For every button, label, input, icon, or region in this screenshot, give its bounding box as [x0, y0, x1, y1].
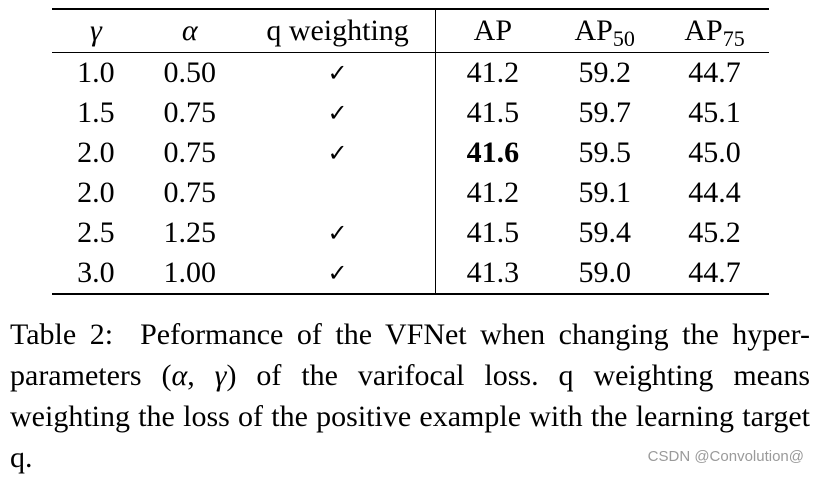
- table-row: 2.5 1.25 ✓ 41.5 59.4 45.2: [52, 213, 769, 253]
- header-ap: AP: [473, 14, 513, 47]
- cell-ap: 41.5: [466, 216, 520, 249]
- cell-q-weighting-check-icon: ✓: [239, 52, 437, 93]
- cell-alpha: 0.50: [163, 56, 217, 89]
- table-row: 2.0 0.75 41.2 59.1 44.4: [52, 173, 769, 213]
- cell-alpha: 0.75: [163, 96, 217, 129]
- table-caption: Table 2: Peformance of the VFNet when ch…: [10, 314, 810, 478]
- cell-q-weighting-check-icon: ✓: [239, 253, 437, 294]
- cell-ap50: 59.4: [578, 216, 631, 249]
- cell-gamma: 1.5: [77, 96, 115, 129]
- cell-ap75: 44.7: [688, 56, 741, 89]
- cell-ap: 41.2: [466, 56, 520, 89]
- cell-gamma: 2.0: [77, 136, 115, 169]
- cell-ap75: 44.4: [688, 176, 741, 209]
- cell-q-weighting-check-icon: ✓: [239, 213, 437, 253]
- cell-ap75: 45.2: [688, 216, 741, 249]
- cell-alpha: 1.25: [163, 216, 217, 249]
- caption-gamma: γ: [214, 359, 227, 392]
- cell-ap: 41.2: [466, 176, 520, 209]
- table-row: 1.0 0.50 ✓ 41.2 59.2 44.7: [52, 52, 769, 93]
- cell-ap: 41.5: [466, 96, 520, 129]
- cell-gamma: 2.0: [77, 176, 115, 209]
- header-ap75-sub: 75: [722, 26, 745, 51]
- caption-alpha: α: [171, 359, 188, 392]
- header-q-weighting: q weighting: [239, 9, 437, 53]
- cell-gamma: 1.0: [77, 56, 115, 89]
- table-row: 2.0 0.75 ✓ 41.6 59.5 45.0: [52, 133, 769, 173]
- cell-ap75: 44.7: [688, 256, 741, 289]
- header-ap75-base: AP: [684, 14, 723, 47]
- caption-separator: ,: [187, 359, 215, 392]
- cell-ap: 41.3: [466, 256, 520, 289]
- header-ap50-sub: 50: [612, 26, 635, 51]
- cell-q-weighting-check-icon: ✓: [239, 133, 437, 173]
- cell-ap50: 59.1: [578, 176, 631, 209]
- header-gamma: γ: [90, 14, 102, 47]
- cell-ap75: 45.1: [688, 96, 741, 129]
- cell-ap50: 59.0: [578, 256, 631, 289]
- header-ap50: AP50: [549, 9, 660, 53]
- cell-ap75: 45.0: [688, 136, 741, 169]
- cell-ap50: 59.5: [578, 136, 631, 169]
- header-ap75: AP75: [660, 9, 769, 53]
- cell-gamma: 3.0: [77, 256, 115, 289]
- watermark: CSDN @Convolution@: [647, 448, 804, 465]
- cell-ap50: 59.2: [578, 56, 631, 89]
- cell-q-weighting-check-icon: ✓: [239, 93, 437, 133]
- caption-text-part2: ) of the varifocal loss. q weighting mea…: [10, 359, 810, 474]
- cell-alpha: 0.75: [163, 176, 217, 209]
- caption-text-part1: Peformance of the VFNet when changing th…: [10, 318, 810, 392]
- cell-ap50: 59.7: [578, 96, 631, 129]
- cell-q-weighting-check-icon: [239, 173, 437, 213]
- results-table: γ α q weighting AP AP50 AP75 1.0 0.50 ✓ …: [52, 8, 769, 295]
- caption-label: Table 2:: [10, 318, 114, 351]
- header-ap50-base: AP: [574, 14, 613, 47]
- cell-ap-best: 41.6: [466, 136, 520, 169]
- table-row: 1.5 0.75 ✓ 41.5 59.7 45.1: [52, 93, 769, 133]
- cell-alpha: 0.75: [163, 136, 217, 169]
- cell-gamma: 2.5: [77, 216, 115, 249]
- cell-alpha: 1.00: [163, 256, 217, 289]
- table-header-row: γ α q weighting AP AP50 AP75: [52, 9, 769, 53]
- header-alpha: α: [181, 14, 198, 47]
- results-table-container: γ α q weighting AP AP50 AP75 1.0 0.50 ✓ …: [52, 8, 769, 295]
- table-row: 3.0 1.00 ✓ 41.3 59.0 44.7: [52, 253, 769, 294]
